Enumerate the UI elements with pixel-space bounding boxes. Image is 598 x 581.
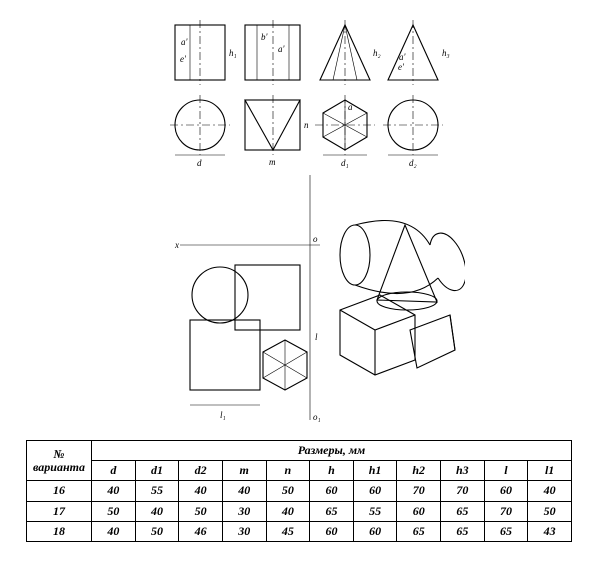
cell: 40	[266, 501, 310, 521]
label-d: d	[197, 158, 202, 168]
label-ap2: a'	[278, 44, 286, 54]
dimensions-table: № варианта Размеры, мм d d1 d2 m n h h1 …	[26, 440, 572, 542]
cell: 65	[441, 501, 485, 521]
label-x: x	[174, 240, 179, 250]
cell: 65	[484, 521, 528, 541]
view-prism-front: b' a'	[245, 20, 300, 85]
col-m: m	[222, 461, 266, 481]
col-h1: h1	[353, 461, 397, 481]
label-ap3: a'	[399, 52, 407, 62]
label-h2: h₂	[373, 48, 381, 58]
label-n: n	[304, 120, 309, 130]
cell: 50	[92, 501, 136, 521]
table-row: 16 40 55 40 40 50 60 60 70 70 60 40	[27, 481, 572, 501]
th-sizes: Размеры, мм	[92, 441, 572, 461]
cell: 55	[353, 501, 397, 521]
th-variant: № варианта	[27, 441, 92, 481]
cell: 40	[92, 481, 136, 501]
figure-area: a' e' h₁ b' a' h₂ a' e' h₃ d	[155, 10, 465, 430]
cell: 60	[310, 481, 354, 501]
cell: 70	[397, 481, 441, 501]
cell: 30	[222, 501, 266, 521]
cell-v: 18	[27, 521, 92, 541]
table-row: 17 50 40 50 30 40 65 55 60 65 70 50	[27, 501, 572, 521]
label-h1: h₁	[229, 48, 237, 58]
cell: 50	[135, 521, 179, 541]
label-d2r: d₂	[409, 158, 417, 168]
view-cone-front: a' e' h₃	[388, 20, 450, 85]
cell: 70	[484, 501, 528, 521]
label-o: o	[313, 234, 318, 244]
table: № варианта Размеры, мм d d1 d2 m n h h1 …	[26, 440, 572, 542]
cell: 40	[92, 521, 136, 541]
col-d: d	[92, 461, 136, 481]
cell: 46	[179, 521, 223, 541]
cell: 60	[484, 481, 528, 501]
cell: 70	[441, 481, 485, 501]
label-m: m	[269, 157, 276, 167]
table-row: 18 40 50 46 30 45 60 60 65 65 65 43	[27, 521, 572, 541]
cell: 60	[353, 521, 397, 541]
isometric-group	[340, 221, 465, 376]
cell: 30	[222, 521, 266, 541]
col-d2: d2	[179, 461, 223, 481]
col-l: l	[484, 461, 528, 481]
cell-v: 17	[27, 501, 92, 521]
view-circle-top: d	[170, 95, 230, 168]
label-o1: o₁	[313, 412, 321, 422]
col-d1: d1	[135, 461, 179, 481]
view-cylinder-front: a' e' h₁	[175, 20, 237, 85]
cell: 55	[135, 481, 179, 501]
cell: 65	[310, 501, 354, 521]
label-a: a	[348, 102, 353, 112]
cell: 60	[353, 481, 397, 501]
col-l1: l1	[528, 461, 572, 481]
cell: 50	[528, 501, 572, 521]
label-ep: e'	[180, 54, 187, 64]
col-h: h	[310, 461, 354, 481]
label-l: l	[315, 332, 318, 342]
cell: 65	[397, 521, 441, 541]
col-h3: h3	[441, 461, 485, 481]
cell: 43	[528, 521, 572, 541]
cell: 40	[135, 501, 179, 521]
cell: 40	[179, 481, 223, 501]
label-ep2: e'	[398, 62, 405, 72]
view-square-top: m n	[245, 95, 309, 167]
cell: 45	[266, 521, 310, 541]
cell: 65	[441, 521, 485, 541]
cell-v: 16	[27, 481, 92, 501]
cell: 50	[179, 501, 223, 521]
cell: 50	[266, 481, 310, 501]
cell: 40	[222, 481, 266, 501]
label-ap: a'	[181, 37, 189, 47]
label-d1r: d₁	[341, 158, 349, 168]
view-hexagon-top: a d₁	[315, 95, 375, 168]
plan-composite: l₁ l	[190, 265, 318, 420]
label-bp: b'	[261, 32, 269, 42]
col-n: n	[266, 461, 310, 481]
label-h3: h₃	[442, 48, 450, 58]
label-l1: l₁	[220, 410, 226, 420]
col-h2: h2	[397, 461, 441, 481]
cell: 60	[310, 521, 354, 541]
view-pyramid-front: h₂	[320, 20, 381, 85]
cell: 40	[528, 481, 572, 501]
cell: 60	[397, 501, 441, 521]
drawing-svg: a' e' h₁ b' a' h₂ a' e' h₃ d	[155, 10, 465, 430]
view-circle2-top: d₂	[383, 95, 443, 168]
